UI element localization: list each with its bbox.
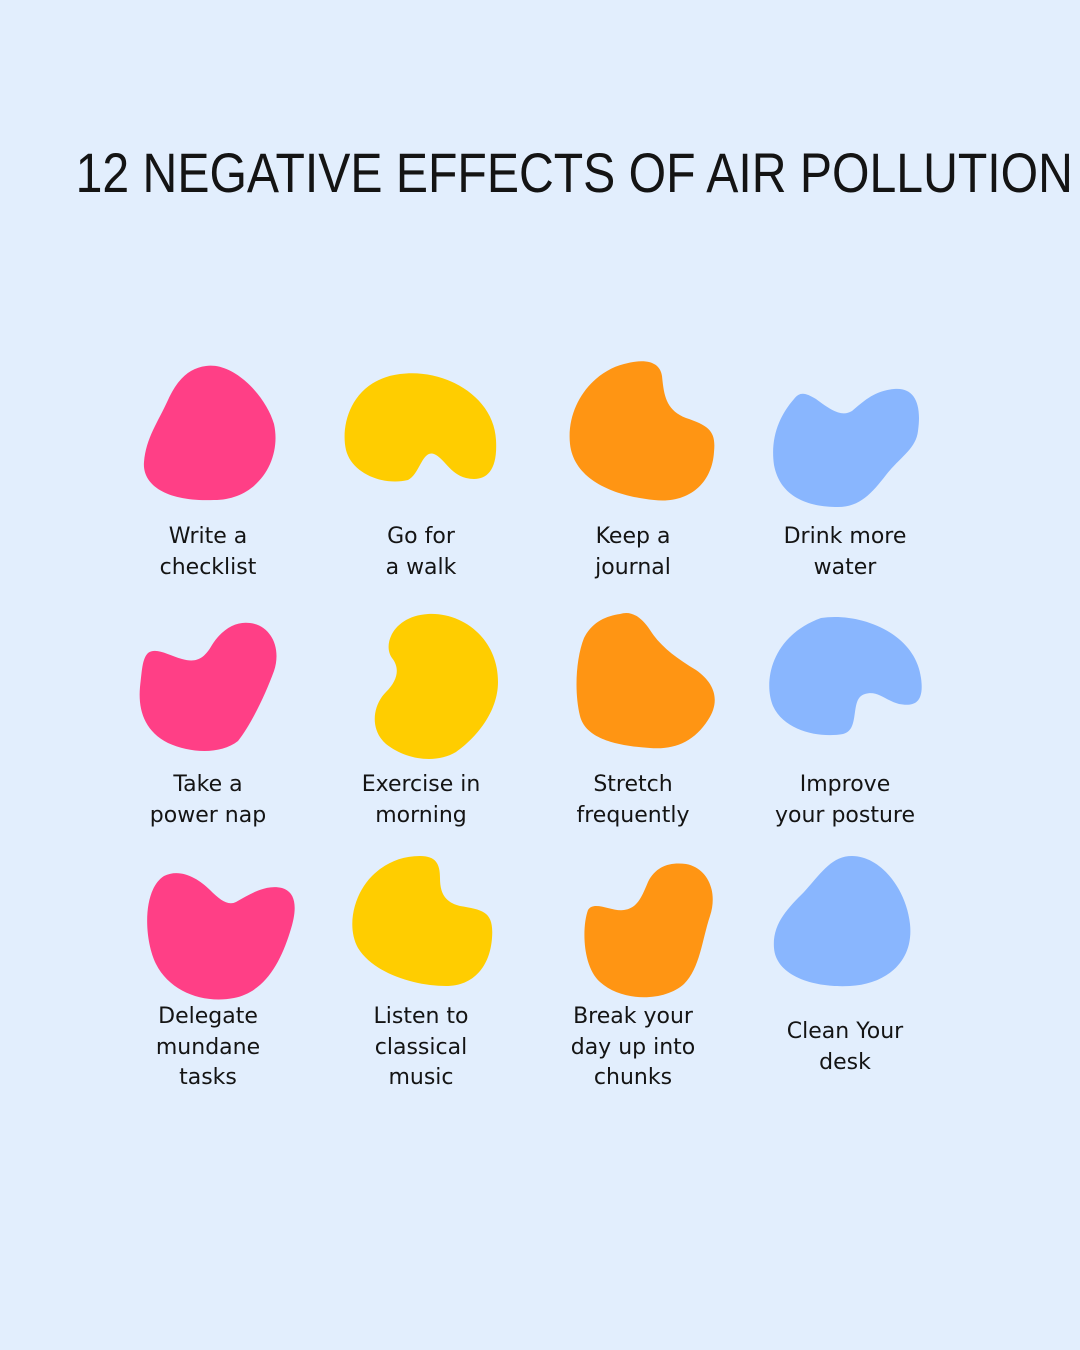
item-label-stretch: Stretch frequently: [576, 772, 690, 828]
pink-blob-shape: [139, 622, 277, 751]
item-label-go-for-walk: Go for a walk: [385, 524, 457, 580]
item-label-delegate: Delegate mundane tasks: [155, 1004, 261, 1090]
item-label-power-nap: Take a power nap: [149, 772, 267, 828]
page-title: 12 NEGATIVE EFFECTS OF AIR POLLUTION: [75, 141, 1073, 204]
blue-blob-shape: [773, 856, 911, 987]
orange-blob-shape: [569, 361, 715, 501]
item-label-classical-music: Listen to classical music: [373, 1004, 469, 1090]
item-label-break-day: Break your day up into chunks: [570, 1004, 696, 1090]
yellow-blob-shape: [374, 613, 498, 759]
item-label-exercise-morning: Exercise in morning: [361, 772, 481, 828]
pink-blob-shape: [147, 873, 295, 1000]
orange-blob-shape: [576, 612, 715, 749]
blue-blob-shape: [769, 616, 922, 736]
item-label-keep-journal: Keep a journal: [595, 524, 671, 580]
item-label-write-checklist: Write a checklist: [159, 524, 257, 580]
item-label-drink-water: Drink more water: [783, 524, 907, 580]
yellow-blob-shape: [344, 373, 497, 482]
orange-blob-shape: [584, 863, 713, 998]
pink-blob-shape: [143, 365, 276, 501]
yellow-blob-shape: [352, 856, 493, 986]
item-label-posture: Improve your posture: [774, 772, 915, 828]
item-label-clean-desk: Clean Your desk: [786, 1019, 904, 1075]
blue-blob-shape: [773, 388, 919, 507]
